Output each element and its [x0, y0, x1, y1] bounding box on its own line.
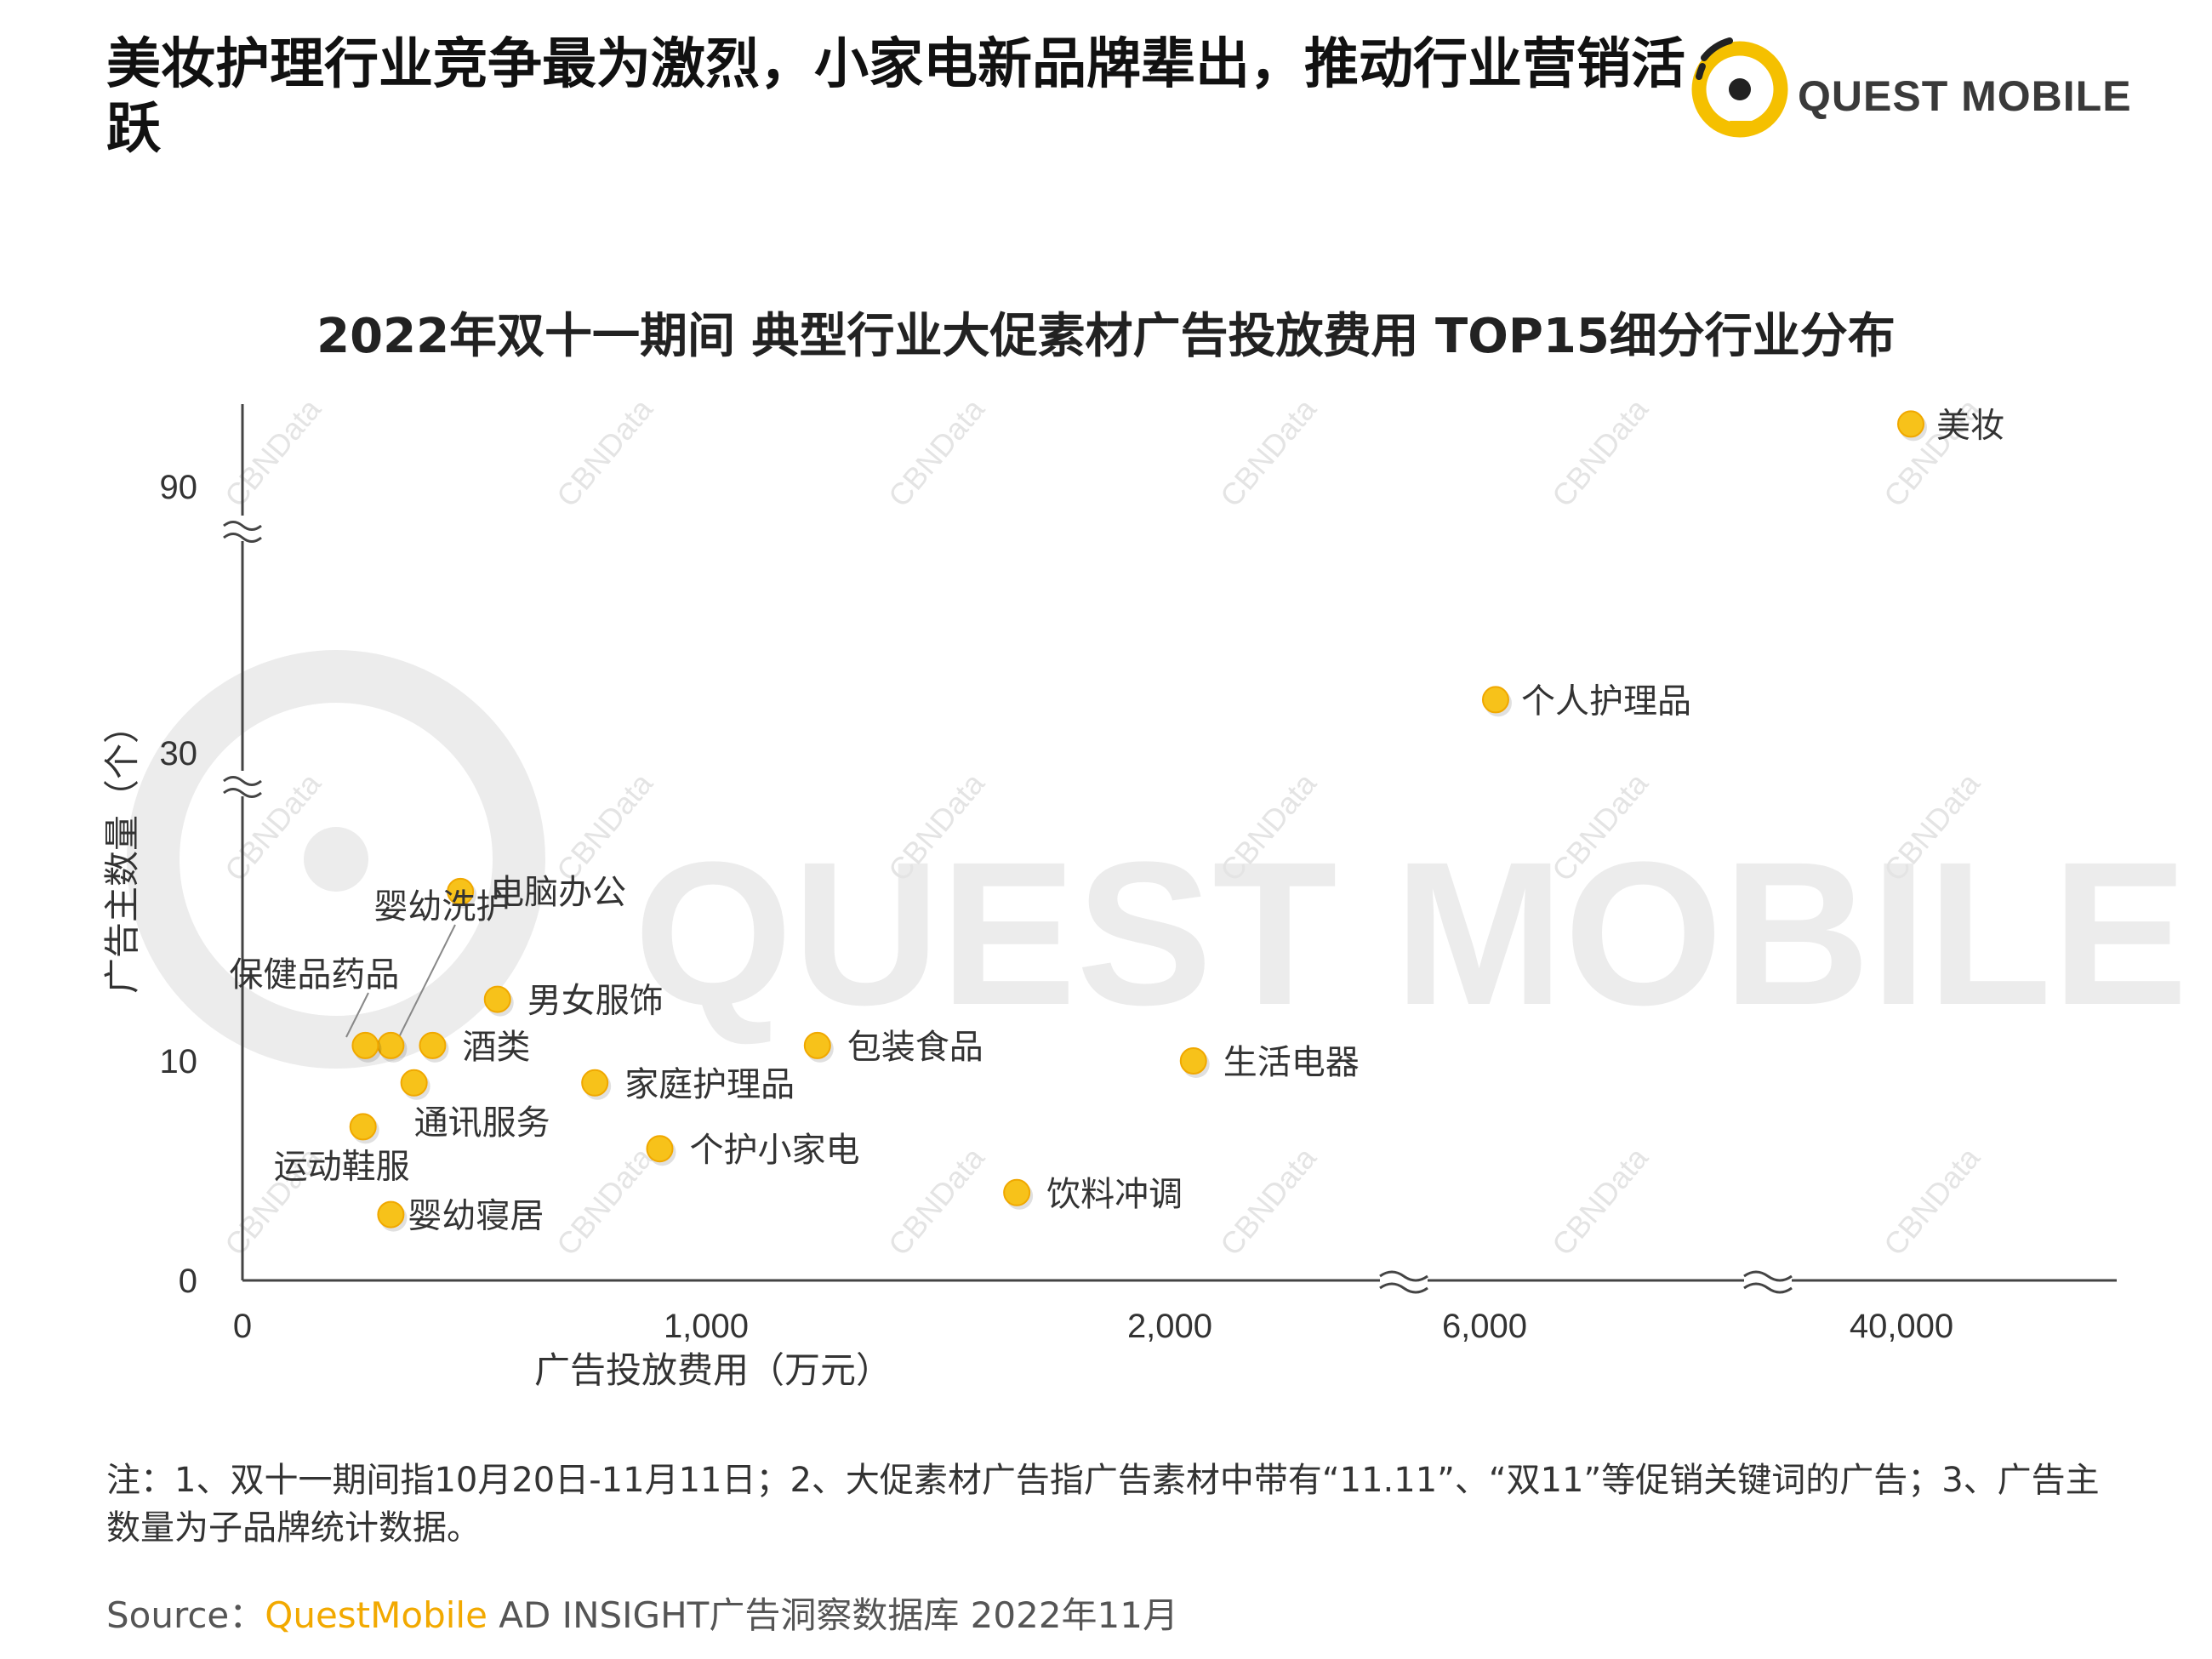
watermark-tile-text: CBNData	[550, 1140, 660, 1263]
source-prefix: Source：	[106, 1594, 265, 1636]
data-point	[419, 1031, 447, 1059]
x-tick-label: 1,000	[664, 1308, 749, 1345]
scatter-chart: QUEST MOBILE CBNData CBNData CBNData CBNDat…	[101, 391, 2188, 1391]
watermark-tile-text: CBNData	[550, 391, 660, 514]
y-tick-label: 30	[160, 735, 198, 772]
data-label: 男女服饰	[527, 982, 664, 1021]
watermark-tile-text: CBNData	[1545, 391, 1656, 514]
data-label: 婴幼寝居	[408, 1197, 544, 1236]
leader-line-baby-care	[398, 924, 456, 1038]
leader-line-health	[345, 992, 369, 1038]
chart-title: 2022年双十一期间 典型行业大促素材广告投放费用 TOP15细分行业分布	[316, 309, 1896, 364]
data-label: 通讯服务	[414, 1103, 550, 1143]
leader-lines	[345, 924, 456, 1038]
quest-mobile-logo: QUEST MOBILE	[1691, 37, 2132, 138]
source-line: Source：QuestMobile AD INSIGHT广告洞察数据库 202…	[106, 1587, 1178, 1639]
data-label: 婴幼洗护	[373, 887, 510, 926]
source-detail: AD INSIGHT广告洞察数据库 2022年11月	[487, 1594, 1178, 1636]
data-label: 生活电器	[1223, 1043, 1360, 1082]
y-axis-break-icon	[223, 771, 262, 798]
data-label: 运动鞋服	[274, 1147, 410, 1186]
data-label: 个人护理品	[1521, 681, 1691, 721]
data-label: 美妆	[1936, 406, 2004, 445]
data-point	[377, 1031, 405, 1059]
watermark-logo-icon	[127, 650, 545, 1069]
watermark-tile-text: CBNData	[1877, 1140, 1987, 1263]
x-axis-label: 广告投放费用（万元）	[534, 1349, 892, 1391]
y-tick-label: 90	[160, 469, 198, 506]
x-tick-label: 6,000	[1442, 1308, 1527, 1345]
data-point	[349, 1113, 377, 1141]
data-point	[1481, 686, 1509, 714]
data-point	[483, 985, 511, 1013]
y-tick-label: 0	[179, 1263, 197, 1300]
data-label: 电脑办公	[490, 873, 626, 912]
data-point	[1003, 1178, 1031, 1206]
y-axis-break-icon	[223, 516, 262, 543]
data-point	[447, 877, 475, 905]
y-tick-label: 10	[160, 1043, 198, 1080]
watermark-text: QUEST MOBILE	[634, 819, 2188, 1047]
x-axis-break-icon	[1379, 1268, 1428, 1294]
x-tick-label: 2,000	[1127, 1308, 1212, 1345]
data-point	[1179, 1047, 1207, 1075]
watermark-tile-text: CBNData	[1545, 1140, 1656, 1263]
x-tick-label: 0	[233, 1308, 252, 1345]
data-label: 个护小家电	[690, 1131, 860, 1170]
watermark-tile-text: CBNData	[1213, 391, 1324, 514]
chart-axes	[223, 404, 2117, 1294]
page-headline: 美妆护理行业竞争最为激烈，小家电新品牌辈出，推动行业营销活跃	[106, 33, 1685, 161]
logo-wordmark: QUEST MOBILE	[1798, 72, 2132, 120]
source-brand: QuestMobile	[265, 1594, 487, 1636]
footnote: 注：1、双十一期间指10月20日-11月11日；2、大促素材广告指广告素材中带有…	[106, 1461, 2100, 1548]
y-axis-label: 广告主数量（个）	[101, 708, 143, 994]
data-point	[581, 1069, 609, 1097]
x-axis-break-icon	[1743, 1268, 1793, 1294]
data-point	[377, 1200, 405, 1229]
watermark-tile-text: CBNData	[881, 391, 992, 514]
data-point	[351, 1031, 379, 1059]
data-point	[1897, 410, 1924, 438]
watermark-tile-text: CBNData	[1213, 1140, 1324, 1263]
data-point	[400, 1069, 428, 1097]
watermark-tile-text: CBNData	[218, 391, 328, 514]
data-label: 家庭护理品	[624, 1065, 795, 1104]
data-label: 保健品药品	[229, 955, 399, 995]
data-point	[803, 1031, 831, 1059]
x-tick-label: 40,000	[1850, 1308, 1953, 1345]
data-label: 酒类	[462, 1028, 530, 1067]
watermark-tile-text: CBNData	[881, 1140, 992, 1263]
data-label: 饮料冲调	[1046, 1175, 1183, 1214]
data-point	[646, 1135, 674, 1163]
logo-mark-icon	[1691, 37, 1788, 138]
data-label: 包装食品	[847, 1028, 983, 1067]
